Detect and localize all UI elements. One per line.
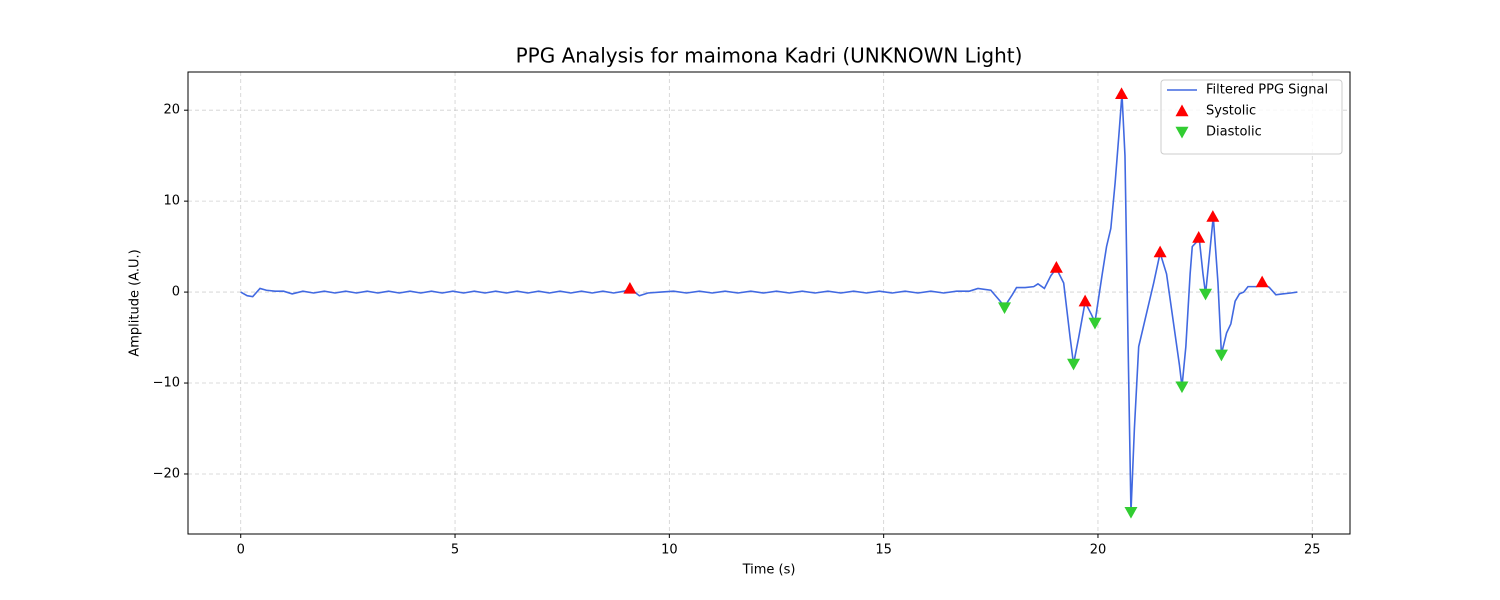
peak-marker (1199, 288, 1213, 301)
peak-marker (1214, 349, 1228, 362)
peak-marker (1255, 275, 1269, 288)
peak-marker (1175, 381, 1189, 394)
peak-marker (998, 302, 1012, 315)
peak-marker (1088, 317, 1102, 330)
signal-line (240, 93, 1298, 513)
y-tick-label: −20 (153, 466, 180, 481)
x-axis-label: Time (s) (742, 563, 796, 578)
peak-marker (1206, 210, 1220, 222)
x-tick-label: 10 (661, 543, 678, 558)
x-tick-label: 20 (1090, 543, 1107, 558)
peak-marker (623, 281, 637, 294)
x-tick-label: 5 (451, 543, 459, 558)
peak-marker (1153, 245, 1167, 258)
x-tick-label: 15 (875, 543, 892, 558)
legend-label: Systolic (1206, 104, 1256, 119)
chart-title: PPG Analysis for maimona Kadri (UNKNOWN … (516, 44, 1023, 68)
x-tick-label: 0 (237, 543, 245, 558)
peak-marker (1078, 294, 1092, 307)
y-axis-label: Amplitude (A.U.) (128, 249, 143, 356)
peak-marker (1124, 506, 1138, 519)
x-tick-label: 25 (1304, 543, 1321, 558)
peak-marker (1067, 358, 1081, 371)
y-tick-label: 20 (163, 103, 180, 118)
legend-box (1160, 79, 1343, 155)
legend-label: Filtered PPG Signal (1206, 83, 1328, 98)
peak-marker (1192, 231, 1206, 243)
legend-marker (1175, 126, 1189, 139)
peak-marker (1115, 87, 1129, 100)
y-tick-label: 10 (163, 194, 180, 209)
legend-label: Diastolic (1206, 125, 1262, 140)
legend-marker (1175, 104, 1189, 117)
axes-frame (187, 71, 1351, 535)
y-tick-label: 0 (172, 285, 180, 300)
peak-marker (1049, 261, 1063, 273)
y-tick-label: −10 (153, 376, 180, 391)
